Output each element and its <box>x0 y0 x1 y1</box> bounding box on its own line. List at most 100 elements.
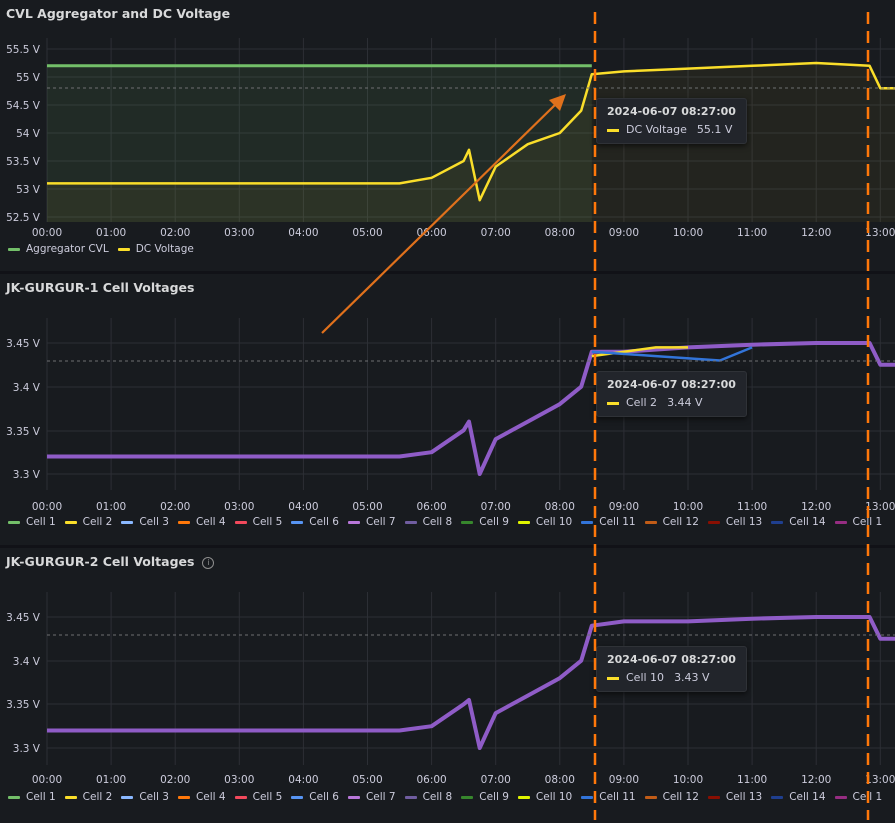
legend-item[interactable]: Aggregator CVL <box>8 243 109 255</box>
x-tick-label: 12:00 <box>801 227 831 239</box>
x-tick-label: 13:00 <box>865 774 895 786</box>
y-tick-label: 3.45 V <box>6 612 41 624</box>
legend-item[interactable]: Cell 8 <box>404 791 453 803</box>
y-tick-label: 55 V <box>16 72 41 84</box>
legend-item[interactable]: Cell 9 <box>461 516 509 528</box>
legend-item[interactable]: Cell 6 <box>291 791 339 803</box>
legend-item[interactable]: Cell 6 <box>291 516 339 528</box>
tooltip-panel-1: 2024-06-07 08:27:00 DC Voltage 55.1 V <box>596 98 747 144</box>
y-tick-label: 3.4 V <box>13 656 41 668</box>
legend-swatch <box>64 520 77 524</box>
tooltip-series: Cell 10 <box>626 671 665 684</box>
info-icon[interactable]: i <box>202 556 215 569</box>
legend-swatch <box>707 795 720 799</box>
legend-item[interactable]: Cell 1 <box>8 791 56 803</box>
legend-item[interactable]: Cell 4 <box>177 791 226 803</box>
legend-label: Cell 1 <box>26 516 56 528</box>
x-tick-label: 03:00 <box>224 774 254 786</box>
panel-title: JK-GURGUR-2 Cell Voltages i <box>6 554 215 569</box>
legend-item[interactable]: DC Voltage <box>117 243 194 255</box>
x-tick-label: 08:00 <box>545 774 575 786</box>
legend-item[interactable]: Cell 5 <box>234 791 282 803</box>
legend-swatch <box>581 520 594 524</box>
legend-label: Aggregator CVL <box>26 243 109 255</box>
tooltip-time: 2024-06-07 08:27:00 <box>607 378 736 391</box>
legend-item[interactable]: Cell 12 <box>644 516 699 528</box>
legend-item[interactable]: Cell 1 <box>8 516 56 528</box>
x-tick-label: 09:00 <box>609 774 639 786</box>
legend: Cell 1 Cell 2 Cell 3 Cell 4 Cell 5 Cell 6 Cell… <box>8 516 891 528</box>
x-tick-label: 04:00 <box>288 227 318 239</box>
legend-swatch <box>121 520 134 524</box>
y-tick-label: 55.5 V <box>6 44 41 56</box>
tooltip-panel-3: 2024-06-07 08:27:00 Cell 10 3.43 V <box>596 646 747 692</box>
x-tick-label: 11:00 <box>737 501 767 513</box>
legend-swatch <box>347 795 360 799</box>
legend-item[interactable]: Cell 14 <box>771 516 826 528</box>
legend-item[interactable]: Cell 2 <box>64 791 113 803</box>
x-tick-label: 08:00 <box>545 227 575 239</box>
legend-item[interactable]: Cell 10 <box>517 791 572 803</box>
legend-label: Cell 10 <box>535 516 573 528</box>
legend-item[interactable]: Cell 5 <box>234 516 283 528</box>
legend-item[interactable]: Cell 1 <box>834 791 882 803</box>
x-tick-label: 02:00 <box>160 774 190 786</box>
tooltip-time: 2024-06-07 08:27:00 <box>607 653 736 666</box>
y-tick-label: 3.3 V <box>13 469 41 481</box>
legend-item[interactable]: Cell 8 <box>404 516 452 528</box>
legend-label: Cell 8 <box>422 791 453 803</box>
series-line-cell-8[interactable] <box>47 341 895 476</box>
x-tick-label: 10:00 <box>673 227 703 239</box>
legend-item[interactable]: Cell 11 <box>581 791 636 803</box>
legend-item[interactable]: Cell 2 <box>64 516 112 528</box>
legend-label: Cell 9 <box>479 791 509 803</box>
legend: Aggregator CVL DC Voltage <box>8 243 203 255</box>
legend-swatch <box>644 795 657 799</box>
panel-jk-gurgur-1-cells[interactable]: JK-GURGUR-1 Cell Voltages 3.45 V 3.4 V 3.3… <box>0 274 895 545</box>
legend-item[interactable]: Cell 14 <box>771 791 826 803</box>
legend-label: Cell 2 <box>82 791 113 803</box>
legend-item[interactable]: Cell 10 <box>517 516 573 528</box>
legend-label: Cell 3 <box>139 516 169 528</box>
legend-swatch <box>644 520 657 524</box>
panel-jk-gurgur-2-cells[interactable]: JK-GURGUR-2 Cell Voltages i 3.45 V 3.4 V 3.… <box>0 548 895 823</box>
legend-swatch <box>177 795 190 799</box>
x-tick-label: 09:00 <box>609 227 639 239</box>
x-tick-label: 06:00 <box>416 501 446 513</box>
legend-item[interactable]: Cell 12 <box>644 791 699 803</box>
legend-item[interactable]: Cell 13 <box>707 791 762 803</box>
legend-item[interactable]: Cell 1 <box>834 516 883 528</box>
x-tick-label: 03:00 <box>224 501 254 513</box>
time-series-plot[interactable]: 3.45 V 3.4 V 3.35 V 3.3 V 00:00 01:00 02:00 03:… <box>0 548 895 823</box>
legend-swatch <box>234 520 247 524</box>
series-line-cell-8[interactable] <box>47 615 895 750</box>
legend-item[interactable]: Cell 4 <box>177 516 226 528</box>
legend-item[interactable]: Cell 11 <box>581 516 636 528</box>
x-tick-label: 11:00 <box>737 774 767 786</box>
legend-swatch <box>517 795 530 799</box>
legend-item[interactable]: Cell 9 <box>461 791 509 803</box>
legend: Cell 1 Cell 2 Cell 3 Cell 4 Cell 5 Cell 6 Cell… <box>8 791 891 803</box>
panel-title-text: JK-GURGUR-2 Cell Voltages <box>6 554 195 569</box>
legend-item[interactable]: Cell 7 <box>347 791 396 803</box>
legend-label: DC Voltage <box>135 243 194 255</box>
x-tick-label: 10:00 <box>673 501 703 513</box>
time-series-plot[interactable]: 3.45 V 3.4 V 3.35 V 3.3 V 00:00 01:00 02:00 03:… <box>0 274 895 545</box>
legend-label: Cell 1 <box>852 516 883 528</box>
legend-item[interactable]: Cell 3 <box>121 516 169 528</box>
series-line-cell-11[interactable] <box>591 346 753 362</box>
time-series-plot[interactable]: 55.5 V 55 V 54.5 V 54 V 53.5 V 53 V 52.5 V 00:0… <box>0 0 895 271</box>
legend-label: Cell 14 <box>789 516 826 528</box>
panel-cvl-dc-voltage[interactable]: CVL Aggregator and DC Voltage 55.5 V 55 V… <box>0 0 895 271</box>
x-tick-label: 01:00 <box>96 227 126 239</box>
x-tick-label: 01:00 <box>96 774 126 786</box>
y-tick-label: 52.5 V <box>6 212 41 224</box>
x-tick-label: 13:00 <box>865 501 895 513</box>
legend-label: Cell 9 <box>479 516 509 528</box>
legend-item[interactable]: Cell 3 <box>121 791 169 803</box>
y-tick-label: 3.3 V <box>13 743 41 755</box>
legend-swatch <box>291 520 304 524</box>
legend-item[interactable]: Cell 13 <box>707 516 762 528</box>
legend-item[interactable]: Cell 7 <box>347 516 396 528</box>
legend-label: Cell 5 <box>252 516 283 528</box>
